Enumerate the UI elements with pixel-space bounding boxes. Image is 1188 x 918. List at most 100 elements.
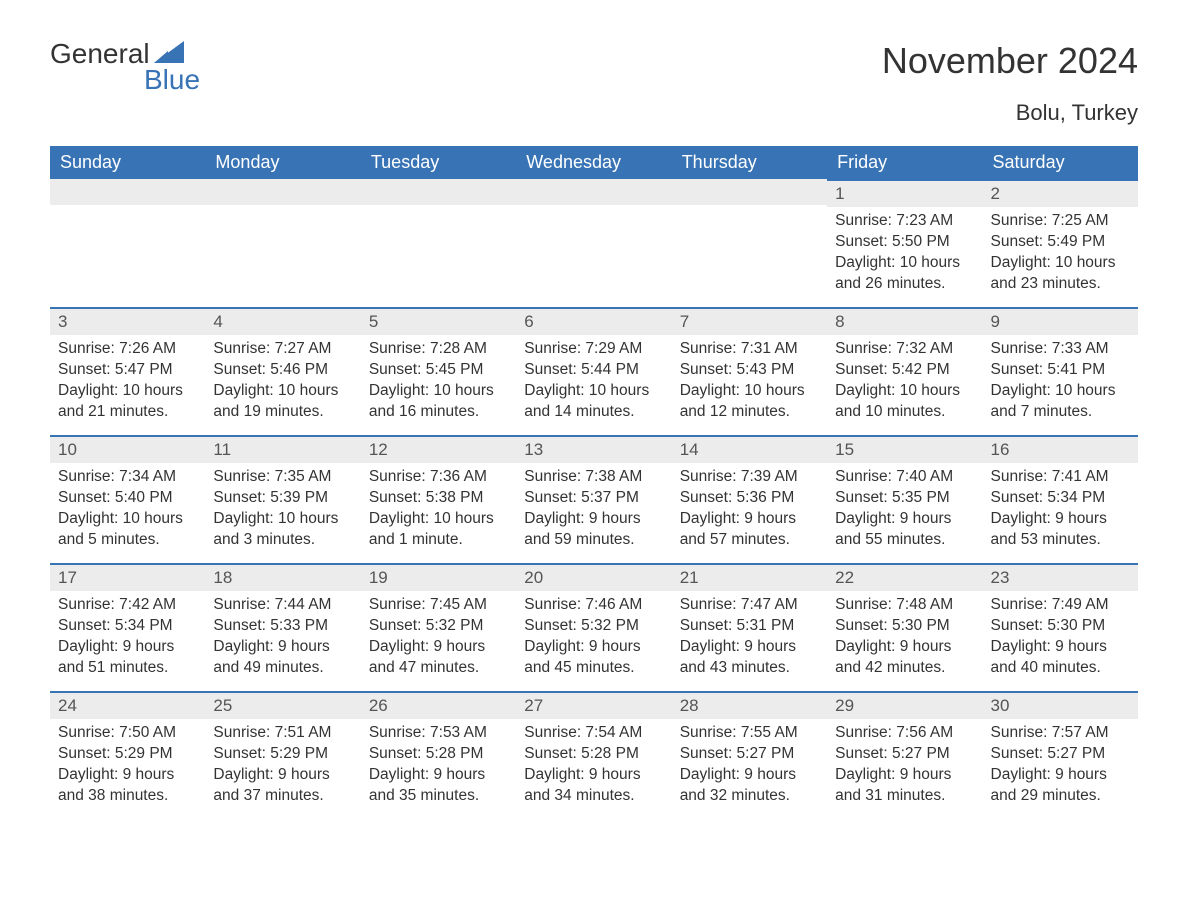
- day-number: 13: [516, 435, 671, 463]
- daylight-line-1: Daylight: 9 hours: [991, 637, 1130, 658]
- calendar-cell: [205, 179, 360, 307]
- sunset-line: Sunset: 5:42 PM: [835, 360, 974, 381]
- title-block: November 2024 Bolu, Turkey: [882, 40, 1138, 126]
- calendar-cell: 15Sunrise: 7:40 AMSunset: 5:35 PMDayligh…: [827, 435, 982, 563]
- sunset-line: Sunset: 5:33 PM: [213, 616, 352, 637]
- daylight-line-1: Daylight: 9 hours: [524, 765, 663, 786]
- day-number: 23: [983, 563, 1138, 591]
- calendar-cell: [361, 179, 516, 307]
- calendar-cell: 10Sunrise: 7:34 AMSunset: 5:40 PMDayligh…: [50, 435, 205, 563]
- sunset-line: Sunset: 5:39 PM: [213, 488, 352, 509]
- daylight-line-2: and 1 minute.: [369, 530, 508, 551]
- calendar-cell: [672, 179, 827, 307]
- day-details: Sunrise: 7:54 AMSunset: 5:28 PMDaylight:…: [516, 719, 671, 815]
- calendar-cell: 28Sunrise: 7:55 AMSunset: 5:27 PMDayligh…: [672, 691, 827, 819]
- daylight-line-2: and 55 minutes.: [835, 530, 974, 551]
- daylight-line-1: Daylight: 9 hours: [524, 637, 663, 658]
- day-number: 3: [50, 307, 205, 335]
- sunset-line: Sunset: 5:32 PM: [524, 616, 663, 637]
- calendar-week-row: 24Sunrise: 7:50 AMSunset: 5:29 PMDayligh…: [50, 691, 1138, 819]
- sunrise-line: Sunrise: 7:39 AM: [680, 467, 819, 488]
- daylight-line-2: and 49 minutes.: [213, 658, 352, 679]
- day-details: Sunrise: 7:26 AMSunset: 5:47 PMDaylight:…: [50, 335, 205, 431]
- daylight-line-1: Daylight: 10 hours: [991, 381, 1130, 402]
- daylight-line-2: and 21 minutes.: [58, 402, 197, 423]
- daylight-line-1: Daylight: 10 hours: [213, 381, 352, 402]
- calendar-cell: 30Sunrise: 7:57 AMSunset: 5:27 PMDayligh…: [983, 691, 1138, 819]
- sunrise-line: Sunrise: 7:35 AM: [213, 467, 352, 488]
- calendar-cell: 13Sunrise: 7:38 AMSunset: 5:37 PMDayligh…: [516, 435, 671, 563]
- sunrise-line: Sunrise: 7:25 AM: [991, 211, 1130, 232]
- day-details: Sunrise: 7:38 AMSunset: 5:37 PMDaylight:…: [516, 463, 671, 559]
- sunset-line: Sunset: 5:27 PM: [835, 744, 974, 765]
- daylight-line-1: Daylight: 9 hours: [213, 637, 352, 658]
- weekday-header: Tuesday: [361, 146, 516, 179]
- daylight-line-1: Daylight: 9 hours: [369, 637, 508, 658]
- day-number: 8: [827, 307, 982, 335]
- daylight-line-1: Daylight: 9 hours: [58, 637, 197, 658]
- logo-text-1: General: [50, 40, 150, 68]
- day-details: Sunrise: 7:48 AMSunset: 5:30 PMDaylight:…: [827, 591, 982, 687]
- calendar-cell: 9Sunrise: 7:33 AMSunset: 5:41 PMDaylight…: [983, 307, 1138, 435]
- sunset-line: Sunset: 5:32 PM: [369, 616, 508, 637]
- daylight-line-2: and 40 minutes.: [991, 658, 1130, 679]
- daylight-line-2: and 38 minutes.: [58, 786, 197, 807]
- sunset-line: Sunset: 5:31 PM: [680, 616, 819, 637]
- weekday-header: Friday: [827, 146, 982, 179]
- daylight-line-1: Daylight: 10 hours: [58, 381, 197, 402]
- sunrise-line: Sunrise: 7:36 AM: [369, 467, 508, 488]
- calendar-week-row: 17Sunrise: 7:42 AMSunset: 5:34 PMDayligh…: [50, 563, 1138, 691]
- sunrise-line: Sunrise: 7:50 AM: [58, 723, 197, 744]
- daylight-line-1: Daylight: 9 hours: [680, 509, 819, 530]
- calendar-table: SundayMondayTuesdayWednesdayThursdayFrid…: [50, 146, 1138, 819]
- calendar-cell: 16Sunrise: 7:41 AMSunset: 5:34 PMDayligh…: [983, 435, 1138, 563]
- sunrise-line: Sunrise: 7:51 AM: [213, 723, 352, 744]
- daylight-line-1: Daylight: 9 hours: [835, 637, 974, 658]
- daylight-line-1: Daylight: 10 hours: [991, 253, 1130, 274]
- daylight-line-2: and 29 minutes.: [991, 786, 1130, 807]
- calendar-cell: 12Sunrise: 7:36 AMSunset: 5:38 PMDayligh…: [361, 435, 516, 563]
- sunset-line: Sunset: 5:35 PM: [835, 488, 974, 509]
- calendar-cell: [50, 179, 205, 307]
- day-details: Sunrise: 7:57 AMSunset: 5:27 PMDaylight:…: [983, 719, 1138, 815]
- day-number: 28: [672, 691, 827, 719]
- day-details: Sunrise: 7:28 AMSunset: 5:45 PMDaylight:…: [361, 335, 516, 431]
- daylight-line-2: and 45 minutes.: [524, 658, 663, 679]
- day-number: 19: [361, 563, 516, 591]
- calendar-cell: 1Sunrise: 7:23 AMSunset: 5:50 PMDaylight…: [827, 179, 982, 307]
- logo-text-2: Blue: [144, 66, 200, 94]
- daylight-line-2: and 5 minutes.: [58, 530, 197, 551]
- calendar-cell: 8Sunrise: 7:32 AMSunset: 5:42 PMDaylight…: [827, 307, 982, 435]
- daylight-line-2: and 32 minutes.: [680, 786, 819, 807]
- sunrise-line: Sunrise: 7:49 AM: [991, 595, 1130, 616]
- day-details: Sunrise: 7:29 AMSunset: 5:44 PMDaylight:…: [516, 335, 671, 431]
- sunset-line: Sunset: 5:29 PM: [58, 744, 197, 765]
- day-number: 25: [205, 691, 360, 719]
- day-number: 6: [516, 307, 671, 335]
- day-details: Sunrise: 7:47 AMSunset: 5:31 PMDaylight:…: [672, 591, 827, 687]
- daylight-line-2: and 3 minutes.: [213, 530, 352, 551]
- daylight-line-1: Daylight: 10 hours: [835, 253, 974, 274]
- sunset-line: Sunset: 5:36 PM: [680, 488, 819, 509]
- calendar-cell: 22Sunrise: 7:48 AMSunset: 5:30 PMDayligh…: [827, 563, 982, 691]
- sunrise-line: Sunrise: 7:45 AM: [369, 595, 508, 616]
- daylight-line-2: and 14 minutes.: [524, 402, 663, 423]
- calendar-body: 1Sunrise: 7:23 AMSunset: 5:50 PMDaylight…: [50, 179, 1138, 819]
- daylight-line-2: and 23 minutes.: [991, 274, 1130, 295]
- empty-day-bar: [672, 179, 827, 205]
- calendar-cell: 29Sunrise: 7:56 AMSunset: 5:27 PMDayligh…: [827, 691, 982, 819]
- daylight-line-1: Daylight: 10 hours: [213, 509, 352, 530]
- sunset-line: Sunset: 5:30 PM: [835, 616, 974, 637]
- daylight-line-2: and 16 minutes.: [369, 402, 508, 423]
- day-details: Sunrise: 7:46 AMSunset: 5:32 PMDaylight:…: [516, 591, 671, 687]
- sunrise-line: Sunrise: 7:57 AM: [991, 723, 1130, 744]
- sunset-line: Sunset: 5:30 PM: [991, 616, 1130, 637]
- daylight-line-1: Daylight: 9 hours: [58, 765, 197, 786]
- header: General Blue November 2024 Bolu, Turkey: [50, 40, 1138, 126]
- daylight-line-2: and 43 minutes.: [680, 658, 819, 679]
- daylight-line-2: and 26 minutes.: [835, 274, 974, 295]
- day-number: 17: [50, 563, 205, 591]
- day-number: 27: [516, 691, 671, 719]
- day-number: 21: [672, 563, 827, 591]
- sunset-line: Sunset: 5:40 PM: [58, 488, 197, 509]
